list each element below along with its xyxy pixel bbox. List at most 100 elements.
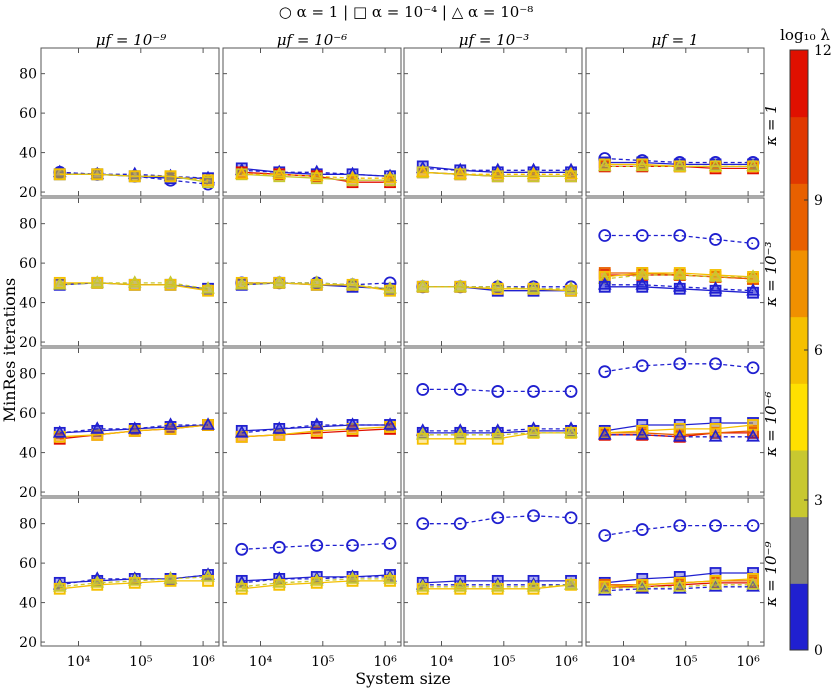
data-point bbox=[526, 166, 541, 180]
data-point bbox=[163, 571, 178, 584]
data-point bbox=[636, 424, 649, 437]
series-alpha-1e-8-lambda-3 bbox=[234, 275, 397, 294]
column-header-mu-1e-6: μf = 10⁻⁶ bbox=[277, 31, 347, 49]
data-point bbox=[526, 425, 541, 438]
data-point bbox=[490, 279, 505, 292]
panel-r1-c1 bbox=[222, 197, 402, 347]
data-point bbox=[127, 421, 142, 434]
row-header-kappa-1e-9: κ = 10⁻⁹ bbox=[762, 542, 780, 608]
colorbar-segment bbox=[790, 116, 808, 184]
series-alpha-1e-8-lambda-4 bbox=[597, 267, 760, 284]
y-tick-label: 40 bbox=[19, 146, 37, 162]
data-point bbox=[673, 423, 686, 435]
y-tick-label: 40 bbox=[19, 446, 37, 462]
data-point bbox=[491, 511, 505, 525]
panel-r2-c2 bbox=[403, 347, 583, 497]
data-point bbox=[127, 275, 142, 288]
series-line bbox=[604, 161, 753, 166]
data-point bbox=[453, 517, 467, 531]
series-alpha-1e-8-lambda-0 bbox=[234, 417, 397, 438]
row-header-kappa-1e-6: κ = 10⁻⁶ bbox=[762, 392, 780, 458]
panel-frame bbox=[403, 197, 583, 347]
data-point bbox=[490, 579, 505, 592]
y-tick-label: 40 bbox=[19, 596, 37, 612]
colorbar-label: log₁₀ λ bbox=[780, 26, 830, 44]
series-line bbox=[604, 434, 753, 438]
series-alpha-1e-8-lambda-3 bbox=[597, 158, 760, 172]
data-point bbox=[746, 429, 760, 442]
series-line bbox=[604, 572, 753, 584]
y-tick-label: 80 bbox=[19, 67, 37, 83]
panel-frame bbox=[585, 47, 765, 197]
panel-r0-c1 bbox=[222, 47, 402, 197]
data-point bbox=[453, 579, 468, 592]
x-tick-label: 10⁴ bbox=[612, 654, 636, 670]
y-tick-label: 80 bbox=[19, 217, 37, 233]
series-alpha-1e-8-lambda-3 bbox=[597, 577, 760, 594]
data-point bbox=[272, 275, 287, 288]
data-point bbox=[91, 168, 104, 181]
y-tick-label: 60 bbox=[19, 406, 37, 422]
data-point bbox=[310, 538, 324, 552]
data-point bbox=[273, 428, 286, 441]
series-line bbox=[241, 424, 390, 432]
data-point bbox=[672, 429, 687, 442]
panel-frame bbox=[403, 497, 583, 647]
colorbar-segment bbox=[790, 450, 808, 518]
series-alpha-1e-8-lambda-4 bbox=[415, 425, 578, 440]
series-line bbox=[59, 282, 209, 292]
series-line bbox=[241, 580, 390, 590]
series-line bbox=[422, 171, 571, 177]
series-line bbox=[241, 167, 391, 177]
data-point bbox=[597, 427, 612, 440]
data-point bbox=[564, 281, 578, 294]
y-tick-label: 20 bbox=[19, 185, 37, 201]
x-tick-label: 10⁴ bbox=[67, 654, 91, 670]
series-alpha-1e-8-lambda-0 bbox=[597, 427, 760, 442]
panel-r1-c3 bbox=[585, 197, 765, 347]
colorbar-segment bbox=[790, 250, 808, 318]
x-tick-label: 10⁶ bbox=[373, 654, 397, 670]
x-tick-label: 10⁵ bbox=[492, 654, 516, 670]
colorbar-tick-label: 12 bbox=[814, 43, 831, 59]
data-point bbox=[91, 428, 104, 441]
data-point bbox=[309, 168, 324, 182]
data-point bbox=[527, 509, 540, 523]
data-point bbox=[235, 542, 249, 556]
y-tick-label: 40 bbox=[19, 296, 37, 312]
data-point bbox=[635, 579, 650, 592]
data-point bbox=[709, 519, 722, 533]
series-line bbox=[422, 428, 571, 432]
data-point bbox=[564, 385, 578, 398]
column-header-mu-1e-9: μf = 10⁻⁹ bbox=[96, 31, 166, 49]
panel-r2-c0: 20 40 60 80 bbox=[19, 347, 220, 501]
data-point bbox=[309, 417, 324, 430]
data-point bbox=[163, 168, 178, 182]
panel-r0-c0: 20 40 60 80 bbox=[19, 47, 220, 201]
data-point bbox=[163, 417, 178, 430]
data-point bbox=[201, 281, 215, 294]
data-point bbox=[90, 421, 105, 434]
data-point bbox=[635, 359, 649, 373]
chart-title: ○ α = 1 | □ α = 10⁻⁴ | △ α = 10⁻⁸ bbox=[279, 3, 534, 21]
data-point bbox=[53, 168, 66, 181]
data-point bbox=[526, 281, 541, 294]
data-point bbox=[746, 158, 760, 172]
column-header-mu-1: μf = 1 bbox=[652, 31, 699, 49]
panel-r2-c3 bbox=[585, 347, 765, 497]
data-point bbox=[383, 536, 397, 550]
series-line bbox=[241, 282, 391, 292]
data-point bbox=[597, 581, 612, 594]
data-point bbox=[746, 236, 760, 250]
data-point bbox=[491, 385, 505, 398]
panel-frame bbox=[40, 347, 220, 497]
series-alpha-1-lambda-0 bbox=[235, 536, 397, 556]
colorbar-segment bbox=[790, 583, 808, 651]
colorbar-tick-label: 9 bbox=[814, 193, 823, 209]
y-tick-label: 20 bbox=[19, 635, 37, 651]
panel-r0-c3 bbox=[585, 47, 765, 197]
series-line bbox=[604, 284, 754, 292]
series-alpha-1-lambda-0 bbox=[598, 519, 760, 542]
data-point bbox=[272, 421, 287, 434]
colorbar-tick-label: 3 bbox=[814, 493, 823, 509]
